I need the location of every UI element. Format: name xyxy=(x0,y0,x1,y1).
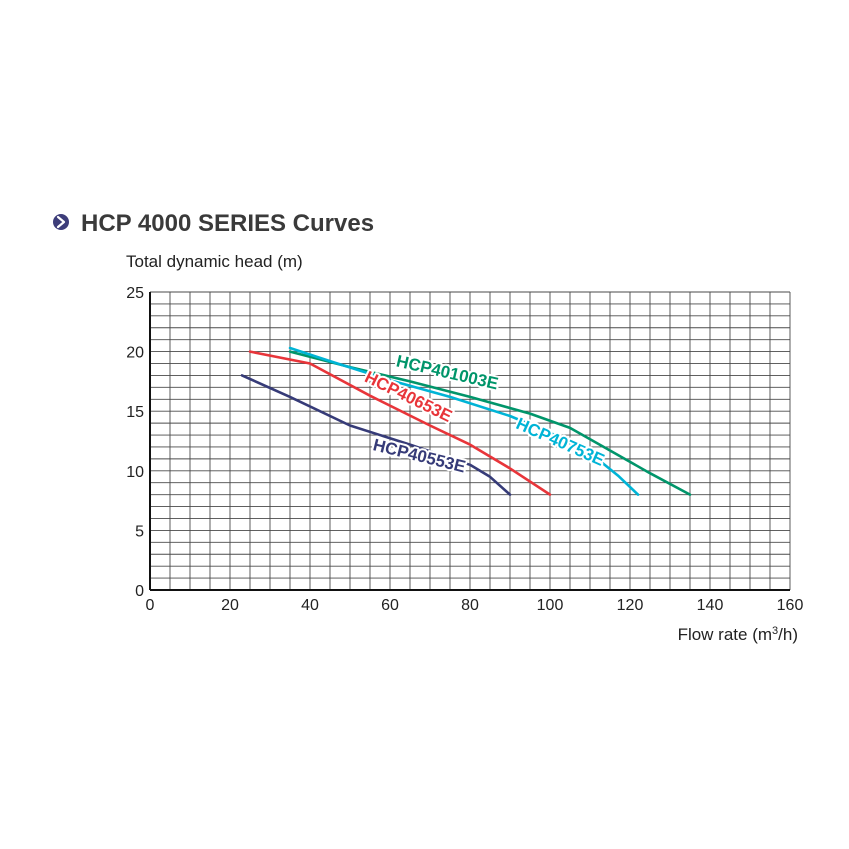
grid xyxy=(149,291,791,591)
y-axis-label: Total dynamic head (m) xyxy=(126,252,303,271)
series-line-hcp40553e xyxy=(240,374,512,496)
chart-title: HCP 4000 SERIES Curves xyxy=(81,210,374,237)
x-tick-label: 20 xyxy=(221,597,239,614)
y-tick-label: 15 xyxy=(126,404,144,421)
x-tick-label: 40 xyxy=(301,597,319,614)
x-tick-label: 80 xyxy=(461,597,479,614)
x-tick-label: 140 xyxy=(697,597,724,614)
y-tick-label: 25 xyxy=(126,285,144,302)
y-tick-label: 5 xyxy=(135,523,144,540)
y-tick-label: 0 xyxy=(135,583,144,600)
series-line-hcp401003e xyxy=(288,350,692,496)
x-tick-label: 100 xyxy=(537,597,564,614)
x-tick-label: 160 xyxy=(777,597,804,614)
series-line-hcp40653e xyxy=(248,350,552,496)
x-tick-label: 60 xyxy=(381,597,399,614)
tick-labels: 0 20 40 60 80 100 120 140 160 0 5 10 15 20 25 xyxy=(126,285,803,614)
series-lines xyxy=(240,346,692,496)
x-tick-label: 0 xyxy=(146,597,155,614)
arrow-right-circle-icon xyxy=(53,214,69,230)
y-tick-label: 10 xyxy=(126,464,144,481)
y-tick-label: 20 xyxy=(126,345,144,362)
x-axis-label: Flow rate (m3/h) xyxy=(678,625,798,644)
series-line-hcp40753e xyxy=(288,346,640,496)
x-tick-label: 120 xyxy=(617,597,644,614)
axes xyxy=(149,292,790,591)
